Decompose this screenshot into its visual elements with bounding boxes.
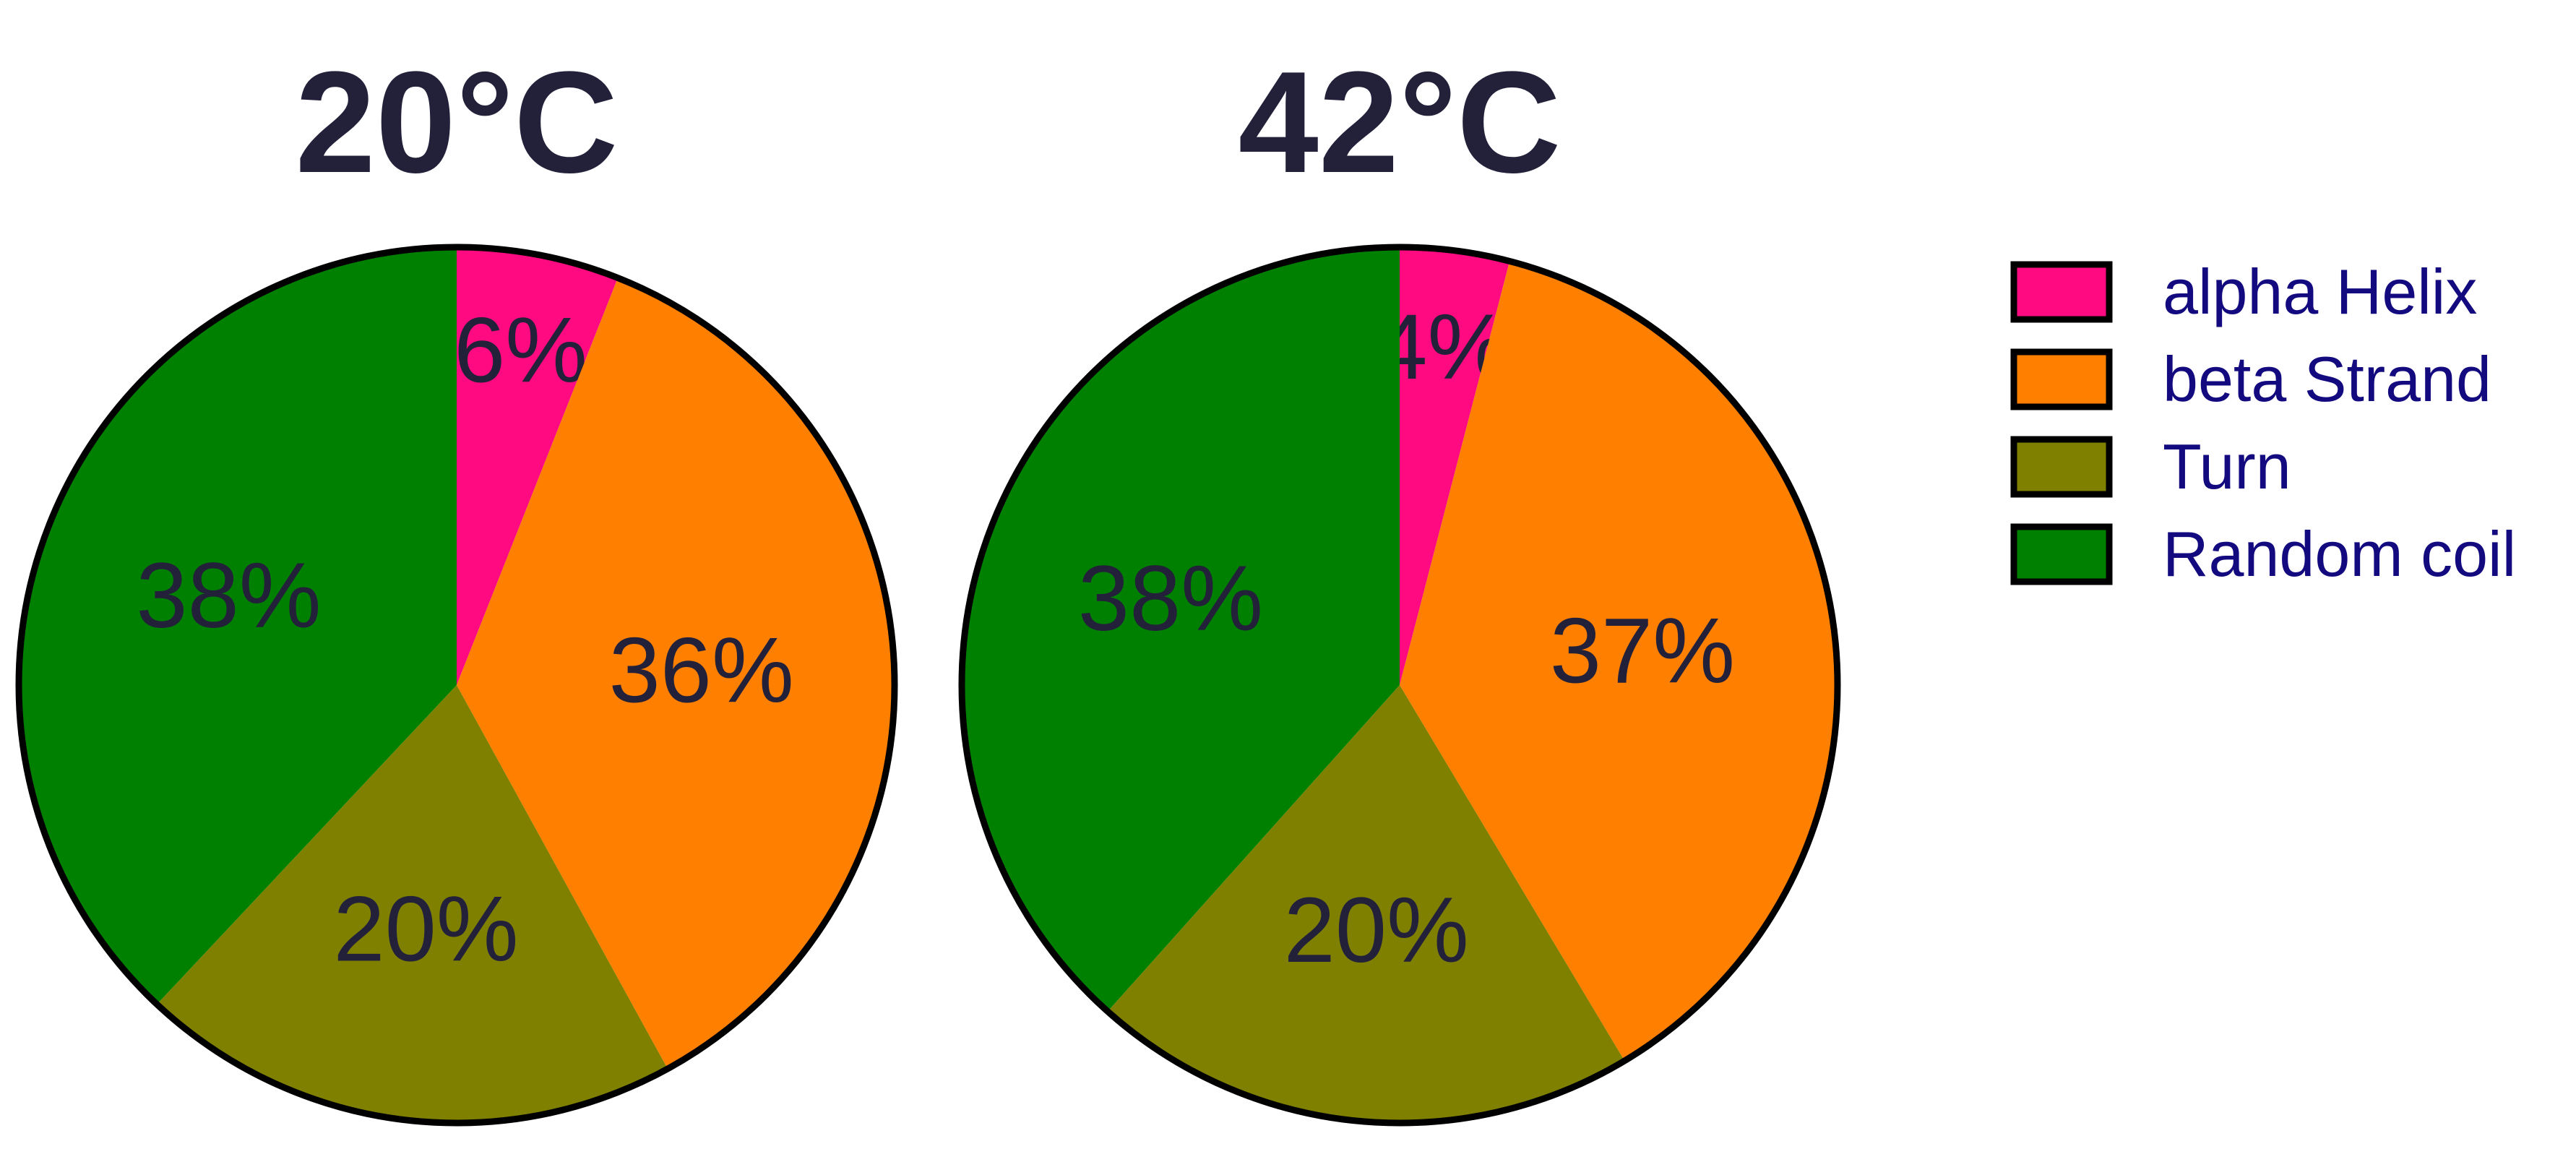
slice-alpha-helix — [457, 247, 619, 685]
slice-label-random-coil: 38% — [136, 544, 321, 647]
legend: alpha Helix beta Strand Turn Random coil — [2010, 256, 2516, 590]
pie-title: 42°C — [1239, 42, 1561, 203]
legend-swatch — [2010, 348, 2113, 410]
pie-outline — [958, 244, 1841, 1127]
slice-label-turn: 20% — [333, 878, 518, 981]
slice-label-beta-strand: 36% — [609, 619, 794, 723]
slice-random-coil — [962, 247, 1400, 1012]
legend-item-alpha-helix: alpha Helix — [2010, 256, 2477, 327]
legend-swatch — [2010, 523, 2113, 585]
slice-turn — [157, 685, 668, 1123]
slice-turn — [1107, 685, 1625, 1124]
pie-outline — [15, 244, 898, 1127]
pie-title: 20°C — [296, 42, 619, 203]
slice-beta-strand — [1400, 261, 1838, 1061]
legend-label: beta Strand — [2163, 343, 2491, 415]
legend-label: alpha Helix — [2163, 256, 2477, 327]
legend-label: Turn — [2163, 431, 2291, 502]
slice-alpha-helix — [1400, 247, 1510, 685]
slice-label-random-coil: 38% — [1078, 547, 1263, 650]
legend-swatch — [2010, 436, 2113, 498]
slice-label-beta-strand: 37% — [1550, 600, 1735, 703]
legend-swatch — [2010, 261, 2113, 323]
pie-20-c: 20°C 6% 36% 20% 38% — [15, 42, 898, 1127]
pie-charts-group: 20°C6%36%20%38%42°C4%37%20%38% — [15, 42, 1841, 1127]
legend-item-beta-strand: beta Strand — [2010, 343, 2491, 415]
pie-42-c: 42°C4%37%20%38% — [958, 42, 1841, 1127]
legend-item-turn: Turn — [2010, 431, 2291, 502]
slice-random-coil — [19, 247, 457, 1004]
slice-label-alpha-helix: 6% — [454, 299, 587, 403]
slice-label-turn: 20% — [1284, 879, 1469, 982]
legend-item-random-coil: Random coil — [2010, 518, 2516, 590]
slice-beta-strand — [457, 277, 895, 1070]
legend-label: Random coil — [2163, 518, 2516, 590]
